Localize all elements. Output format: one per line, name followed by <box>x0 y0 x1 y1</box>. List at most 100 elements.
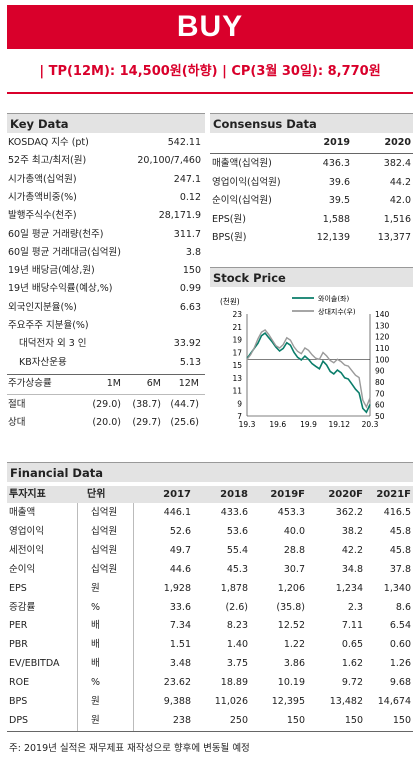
financial-cell: 1,234 <box>335 582 363 594</box>
perf-mid-rule <box>7 393 205 395</box>
key-data-row: 시가총액비중(%) 0.12 <box>7 189 205 207</box>
consensus-header-row: 2019 2020 <box>210 134 413 152</box>
unit-column-separator <box>133 503 134 731</box>
unit-column-separator <box>77 503 78 731</box>
perf-value: (25.6) <box>170 417 199 429</box>
financial-cell: 55.4 <box>226 544 248 556</box>
key-data-value: 33.92 <box>173 338 201 350</box>
left-tick-label: 13 <box>232 374 242 383</box>
financial-cell: 38.2 <box>341 525 363 537</box>
consensus-row: 영업이익(십억원) 39.6 44.2 <box>210 174 413 192</box>
financial-row: PBR 배 1.51 1.40 1.22 0.65 0.60 <box>7 636 413 654</box>
financial-row: 매출액 십억원 446.1 433.6 453.3 362.2 416.5 <box>7 504 413 522</box>
financial-cell: 10.19 <box>277 677 305 689</box>
key-data-label: 외국인지분율(%) <box>8 301 77 313</box>
right-tick-label: 130 <box>375 321 390 330</box>
left-axis-unit: (천원) <box>220 296 240 306</box>
top-divider <box>7 92 413 94</box>
key-data-label: 시가총액비중(%) <box>8 191 77 203</box>
financial-cell: 1.22 <box>283 639 305 651</box>
key-data-row: 외국인지분율(%) 6.63 <box>7 299 205 317</box>
financial-cell: 1.40 <box>226 639 248 651</box>
key-data-label: 52주 최고/최저(원) <box>8 155 87 167</box>
key-data-row: 주요주주 지분율(%) <box>7 317 205 335</box>
financial-cell: 44.6 <box>169 563 191 575</box>
financial-cell: 1,206 <box>277 582 305 594</box>
financial-cell: 30.7 <box>283 563 305 575</box>
perf-row: 절대 (29.0) (38.7) (44.7) <box>7 396 205 414</box>
key-data-row: 발행주식수(천주) 28,171.9 <box>7 207 205 225</box>
key-data-title: Key Data <box>7 113 205 133</box>
perf-value: (38.7) <box>132 398 161 410</box>
consensus-label: 순이익(십억원) <box>212 195 272 206</box>
financial-cell: 증감률 <box>9 601 36 613</box>
financial-cell: 28.8 <box>283 544 305 556</box>
financial-cell: 1,340 <box>383 582 411 594</box>
financial-cell: 십억원 <box>91 544 118 556</box>
key-data-table: KOSDAQ 지수 (pt) 542.11 52주 최고/최저(원) 20,100/7… <box>7 134 205 444</box>
consensus-year: 2020 <box>384 137 411 148</box>
relative-index-line <box>246 328 371 409</box>
footnote: 주: 2019년 실적은 재무제표 재작성으로 향후에 변동될 예정 <box>9 743 250 754</box>
financial-cell: 세전이익 <box>9 544 44 556</box>
x-tick-label: 19.12 <box>329 420 351 429</box>
key-data-value: 5.13 <box>179 356 201 368</box>
financial-cell: 3.75 <box>226 658 248 670</box>
key-data-label: 60일 평균 거래량(천주) <box>8 228 104 240</box>
key-data-row: 60일 평균 거래량(천주) 311.7 <box>7 226 205 244</box>
consensus-row: BPS(원) 12,139 13,377 <box>210 229 413 247</box>
key-data-label: 시가총액(십억원) <box>8 173 77 185</box>
perf-value: (20.0) <box>92 417 121 429</box>
financial-cell: 배 <box>91 658 100 670</box>
key-data-label: 주요주주 지분율(%) <box>8 320 89 331</box>
consensus-value: 382.4 <box>383 158 411 169</box>
key-data-value: 247.1 <box>173 173 201 185</box>
consensus-table: 2019 2020 매출액(십억원) 436.3 382.4 영업이익(십억원) 39.6 4… <box>210 134 413 254</box>
financial-cell: 433.6 <box>220 507 248 518</box>
key-data-label: 60일 평균 거래대금(십억원) <box>8 246 121 258</box>
key-data-value: 28,171.9 <box>158 210 201 222</box>
right-tick-label: 90 <box>375 367 385 376</box>
financial-cell: 40.0 <box>283 525 305 537</box>
right-tick-label: 70 <box>375 389 385 398</box>
key-data-row: 19년 배당수익률(예상,%) 0.99 <box>7 280 205 298</box>
financial-cell: 배 <box>91 620 100 632</box>
financial-cell: 42.2 <box>341 544 363 556</box>
financial-cell: 8.6 <box>395 601 411 613</box>
financial-cell: 1.51 <box>169 639 191 651</box>
left-tick-label: 23 <box>232 310 242 319</box>
financial-header: 투자지표 단위 2017 2018 2019F 2020F 2021F <box>7 486 413 503</box>
financial-cell: 3.86 <box>283 658 305 670</box>
perf-header-period: 6M <box>146 377 161 389</box>
key-data-value: 542.11 <box>167 137 201 148</box>
financial-cell: DPS <box>9 714 29 726</box>
financial-cell: (35.8) <box>276 601 305 613</box>
key-data-row: 19년 배당금(예상,원) 150 <box>7 262 205 280</box>
financial-row: EPS 원 1,928 1,878 1,206 1,234 1,340 <box>7 580 413 598</box>
key-data-row: 시가총액(십억원) 247.1 <box>7 171 205 189</box>
financial-cell: 150 <box>286 714 305 726</box>
financial-cell: 45.3 <box>226 563 248 575</box>
key-data-row: KOSDAQ 지수 (pt) 542.11 <box>7 134 205 152</box>
key-data-row: 60일 평균 거래대금(십억원) 3.8 <box>7 244 205 262</box>
financial-cell: PBR <box>9 639 28 651</box>
financial-cell: 11,026 <box>214 696 248 707</box>
rating-banner: BUY <box>7 5 413 49</box>
consensus-value: 1,516 <box>383 213 411 225</box>
financial-cell: 1.62 <box>341 658 363 670</box>
consensus-title: Consensus Data <box>210 113 413 133</box>
left-tick-label: 19 <box>232 336 242 345</box>
legend-label: 와이솔(좌) <box>318 294 349 303</box>
consensus-label: EPS(원) <box>212 213 246 225</box>
perf-header-label: 주가상승률 <box>8 377 52 389</box>
key-data-value: 311.7 <box>173 228 201 240</box>
financial-cell: 0.65 <box>341 639 363 651</box>
financial-cell: (2.6) <box>225 601 248 613</box>
right-tick-label: 140 <box>375 310 390 319</box>
consensus-label: 매출액(십억원) <box>212 158 272 169</box>
left-tick-label: 17 <box>232 348 242 357</box>
perf-header-period: 1M <box>106 377 121 389</box>
target-price-line: | TP(12M): 14,500원(하향) | CP(3월 30일): 8,7… <box>39 64 381 79</box>
right-tick-label: 120 <box>375 333 390 342</box>
key-data-value: 150 <box>182 265 201 277</box>
